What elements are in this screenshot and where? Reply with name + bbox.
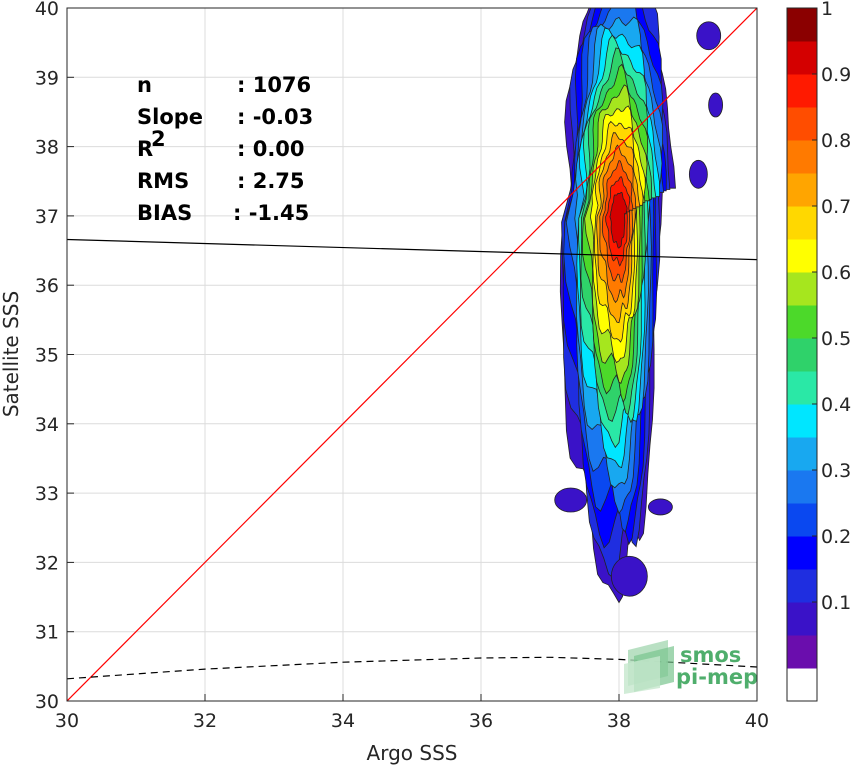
colorbar-tick-label: 0.3 bbox=[821, 460, 851, 482]
colorbar-segment bbox=[787, 8, 817, 42]
colorbar-frame bbox=[786, 7, 818, 702]
colorbar-segment bbox=[787, 206, 817, 240]
watermark-line1: smos bbox=[680, 643, 741, 667]
colorbar-segment bbox=[787, 173, 817, 207]
stat-label: BIAS bbox=[137, 201, 192, 225]
colorbar-segment bbox=[787, 74, 817, 108]
contour-island bbox=[648, 498, 673, 516]
y-axis: 30 31 32 33 34 35 36 37 38 39 40 bbox=[35, 0, 74, 713]
colorbar-segment bbox=[787, 239, 817, 273]
x-tick-label: 36 bbox=[469, 710, 493, 732]
x-tick-label: 30 bbox=[55, 710, 79, 732]
y-tick-label: 32 bbox=[35, 552, 59, 574]
colorbar-segment bbox=[787, 107, 817, 141]
stat-value: : 2.75 bbox=[237, 169, 305, 193]
colorbar-tick-label: 0.9 bbox=[821, 64, 851, 86]
stat-value: : 0.00 bbox=[237, 137, 305, 161]
contour-island bbox=[708, 92, 723, 118]
stat-value: : -1.45 bbox=[233, 201, 309, 225]
colorbar: 0.1 0.2 0.3 0.4 0.5 0.6 0.7 0.8 0.9 1 bbox=[786, 0, 851, 702]
colorbar-segment bbox=[787, 437, 817, 471]
colorbar-segment bbox=[787, 371, 817, 405]
regression-line bbox=[67, 238, 757, 261]
y-tick-label: 33 bbox=[35, 483, 59, 505]
x-axis-label: Argo SSS bbox=[367, 741, 458, 765]
stats-box: n : 1076 Slope : -0.03 R2 : 0.00 RMS : 2.75 BIAS… bbox=[137, 73, 313, 225]
density-line bbox=[67, 656, 757, 680]
smos-pimep-watermark: smos pi-mep bbox=[624, 640, 758, 694]
colorbar-tick-label: 0.1 bbox=[821, 592, 851, 614]
stat-label: Slope bbox=[137, 105, 203, 129]
stat-label: RMS bbox=[137, 169, 189, 193]
y-tick-label: 37 bbox=[35, 206, 59, 228]
one-to-one-line bbox=[67, 8, 757, 701]
x-tick-label: 32 bbox=[193, 710, 217, 732]
colorbar-segment bbox=[787, 536, 817, 570]
colorbar-segment bbox=[787, 635, 817, 669]
stat-value: : 1076 bbox=[237, 73, 311, 97]
stat-label: n bbox=[137, 73, 152, 97]
colorbar-segment bbox=[787, 404, 817, 438]
colorbar-segment bbox=[787, 305, 817, 339]
colorbar-segment bbox=[787, 272, 817, 306]
contour-level-18 bbox=[609, 191, 628, 249]
watermark-logo-icon bbox=[624, 640, 674, 694]
x-axis: 30 32 34 36 38 40 bbox=[55, 694, 769, 732]
colorbar-tick-label: 0.6 bbox=[821, 262, 851, 284]
x-tick-label: 38 bbox=[607, 710, 631, 732]
contour-island bbox=[554, 487, 588, 513]
x-tick-label: 34 bbox=[331, 710, 355, 732]
colorbar-tick-label: 0.5 bbox=[821, 328, 851, 350]
contour-island bbox=[688, 159, 708, 189]
stat-label-sup: 2 bbox=[151, 127, 166, 151]
contour-fill bbox=[554, 8, 723, 604]
colorbar-tick-label: 0.7 bbox=[821, 196, 851, 218]
colorbar-segment bbox=[787, 41, 817, 75]
colorbar-tick-label: 0.4 bbox=[821, 394, 851, 416]
colorbar-segment bbox=[787, 668, 817, 702]
colorbar-tick-label: 0.2 bbox=[821, 526, 851, 548]
colorbar-tick-label: 1 bbox=[821, 0, 833, 20]
contour-island bbox=[610, 555, 648, 597]
colorbar-tick-label: 0.8 bbox=[821, 130, 851, 152]
x-tick-label: 40 bbox=[745, 710, 769, 732]
y-tick-label: 31 bbox=[35, 622, 59, 644]
y-tick-label: 35 bbox=[35, 345, 59, 367]
colorbar-segment bbox=[787, 569, 817, 603]
stat-label: R bbox=[137, 137, 153, 161]
colorbar-segment bbox=[787, 470, 817, 504]
y-tick-label: 39 bbox=[35, 67, 59, 89]
colorbar-segment bbox=[787, 602, 817, 636]
y-tick-label: 30 bbox=[35, 691, 59, 713]
y-tick-label: 36 bbox=[35, 275, 59, 297]
y-tick-label: 40 bbox=[35, 0, 59, 20]
colorbar-segment bbox=[787, 338, 817, 372]
fit-lines bbox=[67, 8, 757, 701]
y-axis-label: Satellite SSS bbox=[0, 291, 23, 417]
contour-island bbox=[696, 21, 722, 51]
watermark-line2: pi-mep bbox=[676, 665, 758, 689]
stat-value: : -0.03 bbox=[237, 105, 313, 129]
y-tick-label: 38 bbox=[35, 137, 59, 159]
colorbar-segment bbox=[787, 503, 817, 537]
colorbar-segment bbox=[787, 140, 817, 174]
y-tick-label: 34 bbox=[35, 414, 59, 436]
